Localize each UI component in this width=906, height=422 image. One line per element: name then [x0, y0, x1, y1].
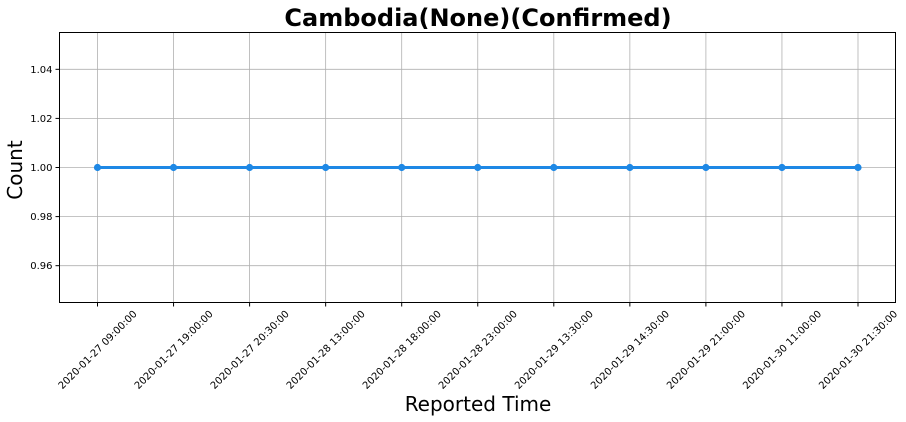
y-tick-label: 1.04 — [30, 65, 52, 76]
x-tick-label: 2020-01-29 14:30:00 — [589, 309, 672, 392]
x-tick-label: 2020-01-30 11:00:00 — [741, 309, 824, 392]
data-point — [702, 163, 710, 172]
data-point — [246, 163, 254, 172]
x-tick-label: 2020-01-28 23:00:00 — [437, 309, 520, 392]
data-point — [93, 163, 102, 172]
y-tick-label: 1.02 — [30, 114, 52, 125]
data-point — [778, 163, 786, 172]
x-tick-label: 2020-01-30 21:30:00 — [817, 309, 900, 392]
x-tick-label: 2020-01-29 21:00:00 — [665, 309, 748, 392]
y-tick-label: 0.98 — [30, 212, 52, 223]
y-axis-label: Count — [3, 140, 27, 200]
chart-title: Cambodia(None)(Confirmed) — [284, 4, 671, 32]
data-point — [169, 163, 178, 172]
y-tick-label: 0.96 — [30, 261, 52, 272]
data-point — [322, 163, 330, 172]
x-tick-label: 2020-01-27 19:00:00 — [133, 309, 216, 392]
x-tick-label: 2020-01-28 18:00:00 — [361, 309, 444, 392]
x-tick-label: 2020-01-27 20:30:00 — [209, 309, 292, 392]
x-tick-label: 2020-01-27 09:00:00 — [57, 309, 140, 392]
x-tick-label: 2020-01-28 13:00:00 — [285, 309, 368, 392]
data-point — [550, 163, 558, 172]
data-point — [398, 163, 406, 172]
y-tick-label: 1.00 — [30, 163, 52, 174]
x-axis-label: Reported Time — [405, 392, 552, 416]
data-point — [626, 163, 634, 172]
data-point — [854, 163, 862, 172]
y-ticks: 0.96 0.98 1.00 1.02 1.04 — [30, 65, 60, 272]
series-layer — [93, 163, 862, 172]
x-tick-label: 2020-01-29 13:30:00 — [513, 309, 596, 392]
data-point — [474, 163, 482, 172]
